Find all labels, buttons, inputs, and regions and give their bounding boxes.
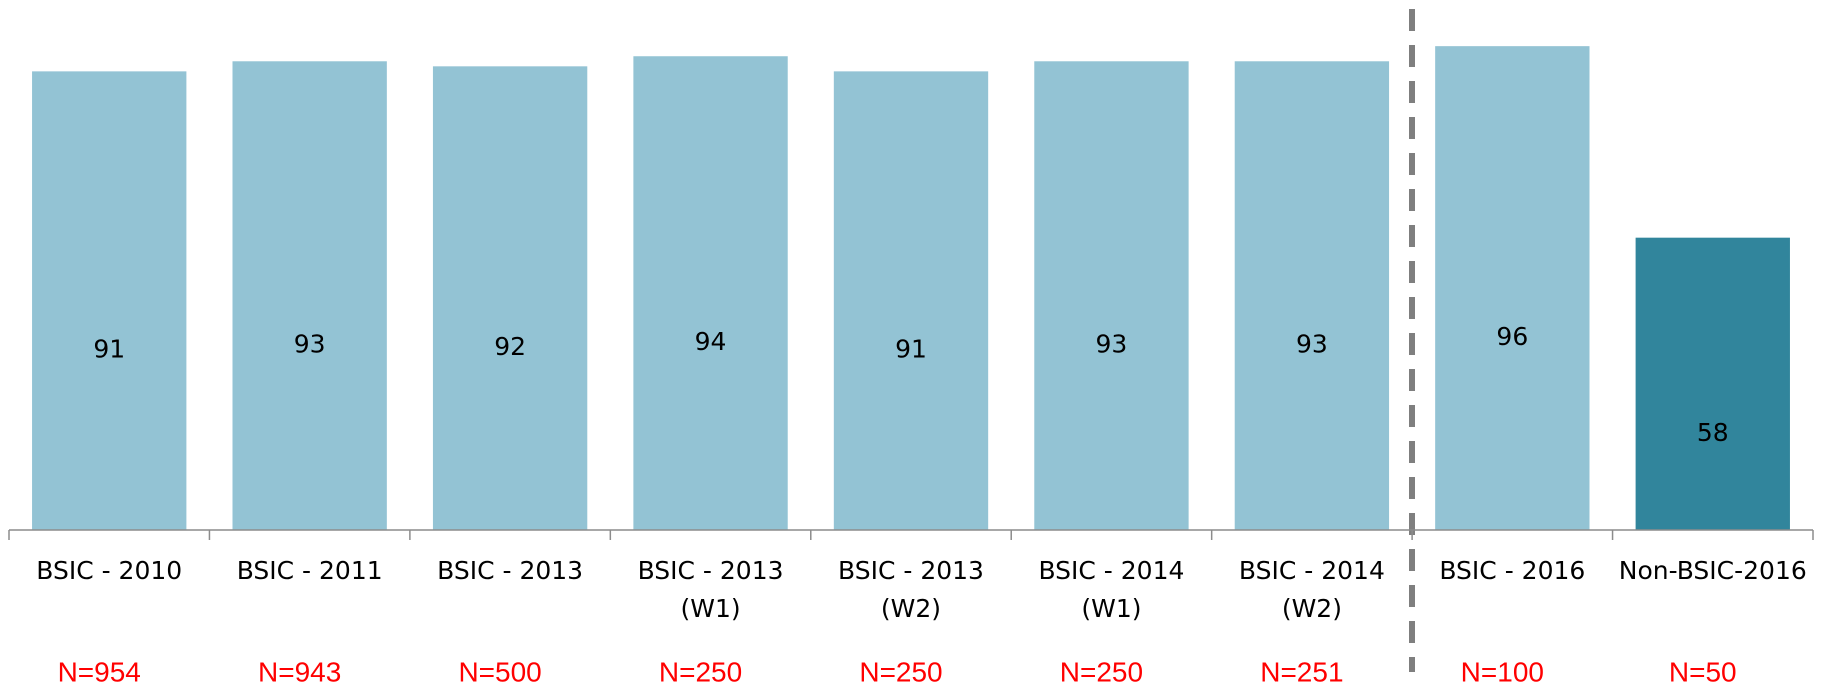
sample-size-label: N=943 xyxy=(258,656,341,687)
x-tick-label: (W2) xyxy=(881,594,941,623)
bar xyxy=(432,66,588,530)
sample-size-label: N=500 xyxy=(458,656,541,687)
x-tick-label: BSIC - 2011 xyxy=(237,556,383,585)
value-label: 93 xyxy=(1296,330,1328,359)
value-label: 91 xyxy=(895,335,927,364)
sample-size-label: N=954 xyxy=(58,656,141,687)
x-tick-label: (W2) xyxy=(1282,594,1342,623)
x-tick-label: BSIC - 2016 xyxy=(1439,556,1585,585)
bar xyxy=(1635,237,1790,530)
x-tick-label: Non-BSIC-2016 xyxy=(1619,556,1807,585)
value-label: 91 xyxy=(93,335,125,364)
bar xyxy=(32,71,187,531)
sample-size-label: N=250 xyxy=(659,656,742,687)
value-label: 96 xyxy=(1496,322,1528,351)
value-label: 94 xyxy=(695,327,727,356)
bar xyxy=(1234,61,1390,530)
value-label: 92 xyxy=(494,332,526,361)
bar xyxy=(633,56,788,531)
bar xyxy=(232,61,387,530)
value-label: 58 xyxy=(1697,418,1729,447)
sample-size-label: N=251 xyxy=(1260,656,1343,687)
x-tick-label: BSIC - 2014 xyxy=(1038,556,1184,585)
x-tick-label: BSIC - 2013 xyxy=(838,556,984,585)
x-tick-label: BSIC - 2010 xyxy=(36,556,182,585)
bar xyxy=(1435,46,1590,530)
x-tick-label: BSIC - 2013 xyxy=(437,556,583,585)
x-tick-label: (W1) xyxy=(680,594,740,623)
sample-size-label: N=250 xyxy=(1060,656,1143,687)
bar xyxy=(833,71,989,531)
x-tick-label: BSIC - 2014 xyxy=(1239,556,1385,585)
value-label: 93 xyxy=(1096,330,1128,359)
sample-size-label: N=100 xyxy=(1461,656,1544,687)
sample-size-label: N=250 xyxy=(859,656,942,687)
x-tick-label: BSIC - 2013 xyxy=(638,556,784,585)
bar xyxy=(1034,61,1189,530)
sample-size-label: N=50 xyxy=(1669,656,1737,687)
value-label: 93 xyxy=(294,330,326,359)
x-tick-label: (W1) xyxy=(1081,594,1141,623)
